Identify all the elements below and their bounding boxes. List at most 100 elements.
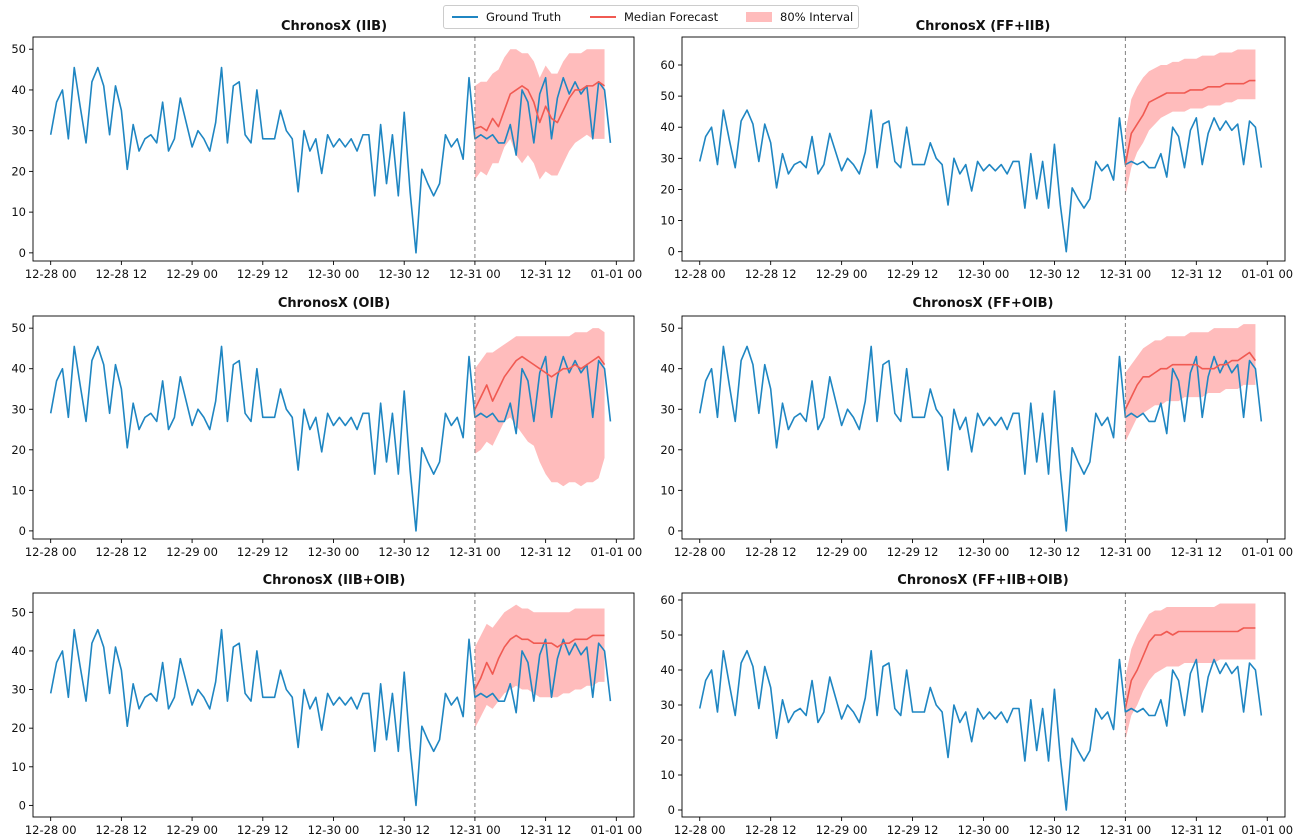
x-tick-label: 12-30 00 (958, 545, 1010, 559)
x-tick-label: 12-31 12 (1170, 545, 1222, 559)
ground-truth-line (49, 628, 612, 807)
subplot-title: ChronosX (FF+OIB) (913, 296, 1054, 311)
legend-item-median-forecast: Median Forecast (590, 6, 718, 28)
interval-band (1125, 603, 1256, 740)
x-tick-label: 12-29 00 (816, 267, 868, 281)
y-tick-label: 10 (660, 214, 675, 228)
y-tick-label: 10 (660, 483, 675, 497)
x-tick-label: 12-31 00 (1100, 823, 1152, 837)
x-tick-label: 01-01 00 (590, 267, 642, 281)
x-tick-label: 12-29 12 (237, 267, 289, 281)
y-tick-label: 40 (11, 644, 26, 658)
y-tick-label: 40 (660, 362, 675, 376)
x-tick-label: 12-29 12 (887, 545, 939, 559)
y-tick-label: 20 (660, 733, 675, 747)
x-tick-label: 12-28 12 (745, 823, 797, 837)
legend-swatch-ground-truth (452, 16, 478, 18)
x-tick-label: 12-31 12 (1170, 267, 1222, 281)
y-tick-label: 0 (19, 246, 26, 260)
y-tick-label: 20 (11, 443, 26, 457)
x-tick-label: 12-31 12 (520, 823, 572, 837)
x-tick-label: 12-28 12 (745, 545, 797, 559)
x-tick-label: 12-29 12 (237, 545, 289, 559)
y-tick-label: 50 (11, 605, 26, 619)
subplot-title: ChronosX (FF+IIB+OIB) (897, 573, 1068, 588)
subplot-title: ChronosX (FF+IIB) (916, 19, 1051, 34)
y-tick-label: 60 (660, 593, 675, 607)
legend-swatch-interval (746, 12, 772, 22)
x-tick-label: 12-31 12 (520, 267, 572, 281)
x-tick-label: 12-29 00 (166, 267, 218, 281)
y-tick-label: 60 (660, 58, 675, 72)
legend-item-ground-truth: Ground Truth (452, 6, 561, 28)
y-tick-label: 0 (668, 803, 675, 817)
interval-band (474, 604, 605, 729)
x-tick-label: 12-30 12 (1029, 545, 1081, 559)
median-forecast-line (474, 634, 605, 690)
x-tick-label: 12-28 00 (25, 823, 77, 837)
y-tick-label: 50 (11, 321, 26, 335)
x-tick-label: 12-31 00 (1100, 267, 1152, 281)
median-forecast-line (1124, 79, 1256, 165)
median-forecast-line (474, 81, 605, 132)
x-tick-label: 12-31 00 (449, 545, 501, 559)
x-tick-label: 12-28 12 (96, 823, 148, 837)
x-tick-label: 12-29 12 (237, 823, 289, 837)
x-tick-label: 12-30 12 (1029, 267, 1081, 281)
y-tick-label: 20 (660, 182, 675, 196)
legend-label-median-forecast: Median Forecast (624, 10, 719, 24)
ground-truth-line (698, 345, 1263, 532)
y-tick-label: 30 (11, 402, 26, 416)
subplot-title: ChronosX (IIB) (281, 19, 387, 34)
y-tick-label: 50 (11, 42, 26, 56)
y-tick-label: 30 (660, 698, 675, 712)
y-tick-label: 50 (660, 321, 675, 335)
interval-band (1125, 324, 1256, 442)
ground-truth-line (49, 66, 612, 254)
y-tick-label: 40 (660, 663, 675, 677)
x-tick-label: 12-29 00 (816, 545, 868, 559)
x-tick-label: 01-01 00 (1241, 823, 1293, 837)
y-tick-label: 10 (11, 760, 26, 774)
median-forecast-line (474, 355, 606, 410)
interval-band (474, 328, 605, 487)
median-forecast-line (1124, 351, 1257, 410)
y-tick-label: 40 (11, 362, 26, 376)
legend-label-ground-truth: Ground Truth (486, 10, 562, 24)
x-tick-label: 12-29 00 (166, 823, 218, 837)
y-tick-label: 30 (11, 683, 26, 697)
y-tick-label: 10 (660, 768, 675, 782)
y-tick-label: 20 (11, 721, 26, 735)
y-tick-label: 10 (11, 205, 26, 219)
ground-truth-line (49, 345, 612, 532)
x-tick-label: 12-28 00 (674, 545, 726, 559)
interval-band (474, 49, 605, 180)
x-tick-label: 12-30 00 (308, 823, 360, 837)
x-tick-label: 12-30 12 (378, 823, 430, 837)
legend: Ground Truth Median Forecast 80% Interva… (443, 5, 859, 29)
legend-swatch-median-forecast (590, 16, 616, 18)
x-tick-label: 12-30 12 (1029, 823, 1081, 837)
x-tick-label: 12-29 00 (166, 545, 218, 559)
y-tick-label: 40 (660, 120, 675, 134)
x-tick-label: 12-31 12 (520, 545, 572, 559)
legend-label-interval: 80% Interval (780, 10, 854, 24)
x-tick-label: 12-28 00 (25, 267, 77, 281)
x-tick-label: 12-28 12 (96, 267, 148, 281)
y-tick-label: 30 (660, 151, 675, 165)
x-tick-label: 12-30 00 (958, 267, 1010, 281)
subplot-5: ChronosX (IIB+OIB) 0 10 20 30 40 50 12-28 00 12-… (11, 573, 642, 837)
x-tick-label: 01-01 00 (590, 823, 642, 837)
y-tick-label: 30 (660, 402, 675, 416)
x-tick-label: 12-28 00 (674, 267, 726, 281)
x-tick-label: 12-30 12 (378, 267, 430, 281)
y-tick-label: 50 (660, 628, 675, 642)
x-tick-label: 12-30 00 (308, 545, 360, 559)
subplot-4: ChronosX (FF+OIB) 0 10 20 30 40 50 12-28 00 12-2… (660, 296, 1293, 559)
x-tick-label: 12-30 00 (308, 267, 360, 281)
y-tick-label: 20 (660, 443, 675, 457)
x-tick-label: 12-29 12 (887, 823, 939, 837)
median-forecast-line (1124, 627, 1256, 709)
y-tick-label: 40 (11, 83, 26, 97)
